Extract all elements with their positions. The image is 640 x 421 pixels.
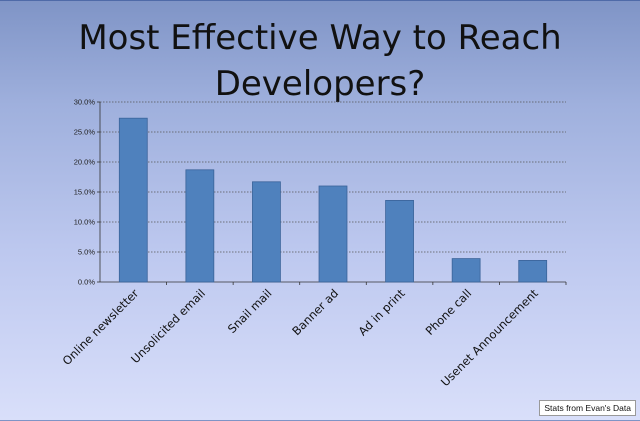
- bar: [318, 185, 348, 283]
- y-tick-label: 25.0%: [74, 128, 96, 137]
- bar: [185, 169, 215, 283]
- bar: [518, 259, 548, 283]
- bar: [451, 258, 481, 283]
- y-tick-label: 20.0%: [74, 158, 96, 167]
- category-label: Snail mail: [225, 286, 275, 336]
- chart-title-line-2: Developers?: [214, 64, 426, 104]
- category-label: Phone call: [423, 286, 475, 338]
- chart-title: Most Effective Way to Reach Developers?: [40, 15, 600, 107]
- source-footnote: Stats from Evan's Data: [539, 400, 636, 416]
- y-tick-label: 30.0%: [74, 98, 96, 107]
- y-tick-labels: 0.0% 5.0% 10.0% 15.0% 20.0% 25.0% 30.0%: [74, 98, 96, 287]
- category-label: Banner ad: [289, 286, 341, 338]
- y-tick-label: 5.0%: [78, 248, 95, 257]
- y-tick-label: 15.0%: [74, 188, 96, 197]
- chart-title-line-1: Most Effective Way to Reach: [78, 18, 562, 58]
- bar: [118, 117, 148, 283]
- grid-lines: [100, 101, 566, 253]
- y-tick-label: 10.0%: [74, 218, 96, 227]
- bars: [118, 117, 548, 283]
- y-tick-label: 0.0%: [78, 278, 95, 287]
- bar: [385, 199, 414, 283]
- category-label: Ad in print: [356, 286, 409, 339]
- bar: [252, 181, 281, 283]
- category-label: Unsolicited email: [128, 286, 208, 366]
